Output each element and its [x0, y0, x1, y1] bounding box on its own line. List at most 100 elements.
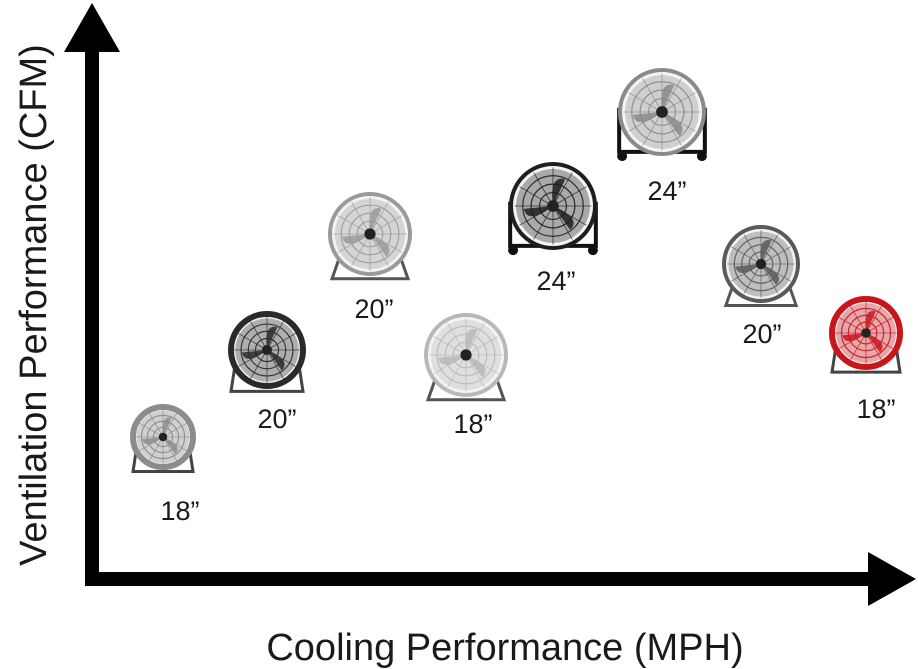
fan-grille [743, 234, 762, 265]
fan-grille [250, 321, 268, 351]
fan-group: 18” 20” 20” 18” 24” 24” 20” 18” [130, 68, 903, 526]
fan-hub [861, 328, 871, 338]
fan-grille [760, 246, 791, 265]
fan-stand [830, 349, 902, 374]
fan-blade [163, 437, 178, 455]
fan-grille [447, 354, 467, 388]
fan-grille [238, 333, 268, 351]
fan-hub [547, 200, 559, 212]
fan-blade [266, 326, 278, 350]
fan-grille [642, 111, 663, 146]
fan-5: 24” [508, 162, 598, 296]
y-axis-title: Ventilation Performance (CFM) [13, 44, 55, 566]
fan-blade [342, 234, 370, 244]
fan-grille [369, 233, 389, 267]
fan-grille [760, 263, 779, 294]
fan-grille [250, 349, 268, 379]
wheel-icon [508, 245, 519, 256]
fan-blade [370, 234, 390, 257]
fan-stand [425, 376, 507, 402]
fan-grille [533, 172, 554, 207]
fan-grille [369, 201, 389, 235]
fan-hub [656, 106, 668, 118]
fan-stand [229, 367, 305, 393]
fan-hub [460, 349, 472, 361]
fan-grille [266, 321, 284, 351]
fan-stand [131, 451, 195, 473]
fan-size-label: 20” [742, 319, 781, 349]
fan-grille [138, 422, 164, 438]
fan-blade [267, 350, 285, 371]
fan-grille [148, 412, 164, 438]
fan-grille [162, 422, 188, 438]
wheel-icon [587, 245, 598, 256]
fan-blade [865, 310, 876, 333]
fan-hub [158, 432, 168, 442]
fan-grille [865, 317, 894, 334]
fan-size-label: 24” [536, 266, 575, 296]
x-axis-title: Cooling Performance (MPH) [266, 627, 743, 669]
fan-blade [661, 84, 675, 112]
fan-blade [761, 264, 780, 286]
fan-grille [162, 412, 178, 438]
fan-grille [731, 246, 762, 265]
fan-blade [465, 328, 478, 355]
x-axis-arrow [85, 552, 916, 606]
fan-grille [447, 322, 467, 356]
fan-grille [351, 201, 371, 235]
fan-grille [465, 354, 485, 388]
fan-blade [466, 355, 486, 378]
fan-grille [743, 263, 762, 294]
fan-blade [369, 207, 382, 234]
fan-blade [523, 206, 553, 217]
wheel-icon [617, 151, 628, 162]
fan-grille [162, 436, 178, 462]
fan-hub [755, 258, 767, 270]
fan-grille [266, 349, 284, 379]
fan-6: 24” [617, 68, 707, 206]
fan-grille [369, 215, 403, 235]
fan-size-label: 18” [453, 409, 492, 439]
fan-blade [162, 417, 172, 437]
fan-3: 20” [328, 192, 412, 324]
fan-grille [337, 215, 371, 235]
fan-grille [465, 322, 485, 356]
fan-grille [838, 317, 867, 334]
fan-blade [866, 333, 883, 353]
fan-7: 20” [722, 225, 800, 349]
fan-blade [735, 264, 761, 274]
fan-stand [723, 283, 799, 307]
fan-grille [266, 333, 296, 351]
fan-grille [148, 436, 164, 462]
fan-blade [760, 239, 772, 264]
fan-blade [632, 112, 662, 123]
fan-blade [553, 206, 574, 230]
fan-size-label: 24” [647, 176, 686, 206]
fan-size-label: 20” [257, 404, 296, 434]
fan-stand [329, 255, 411, 281]
fan-size-label: 20” [354, 294, 393, 324]
fan-blade [241, 350, 267, 359]
fan-grille [552, 205, 573, 240]
fan-1: 18” [130, 404, 200, 526]
fan-2: 20” [228, 311, 306, 434]
fan-grille [661, 78, 682, 113]
fan-grille [552, 186, 587, 207]
fan-grille [351, 233, 371, 267]
fan-grille [865, 332, 882, 361]
y-axis-arrow [64, 3, 120, 582]
fan-grille [865, 305, 882, 334]
fan-grille [642, 78, 663, 113]
fan-8: 18” [829, 296, 903, 424]
fan-grille [850, 332, 867, 361]
fan-grille [661, 92, 696, 113]
fan-blade [438, 355, 466, 365]
fan-blade [662, 112, 683, 136]
fan-grille [552, 172, 573, 207]
fan-grille [661, 111, 682, 146]
fan-grille [628, 92, 663, 113]
fan-hub [261, 344, 273, 356]
fan-grille [465, 336, 499, 356]
fan-blade [552, 178, 566, 206]
